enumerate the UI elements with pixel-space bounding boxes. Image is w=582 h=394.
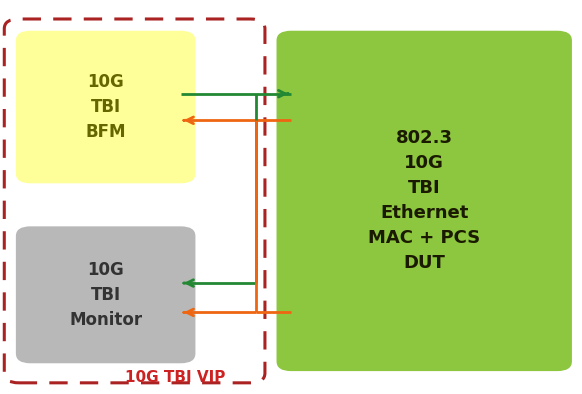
Text: 802.3
10G
TBI
Ethernet
MAC + PCS
DUT: 802.3 10G TBI Ethernet MAC + PCS DUT (368, 129, 480, 272)
FancyBboxPatch shape (276, 31, 572, 371)
Text: 10G TBI VIP: 10G TBI VIP (125, 370, 225, 385)
FancyBboxPatch shape (16, 31, 196, 183)
Text: 10G
TBI
Monitor: 10G TBI Monitor (69, 261, 142, 329)
Text: 10G
TBI
BFM: 10G TBI BFM (86, 73, 126, 141)
FancyBboxPatch shape (16, 226, 196, 363)
